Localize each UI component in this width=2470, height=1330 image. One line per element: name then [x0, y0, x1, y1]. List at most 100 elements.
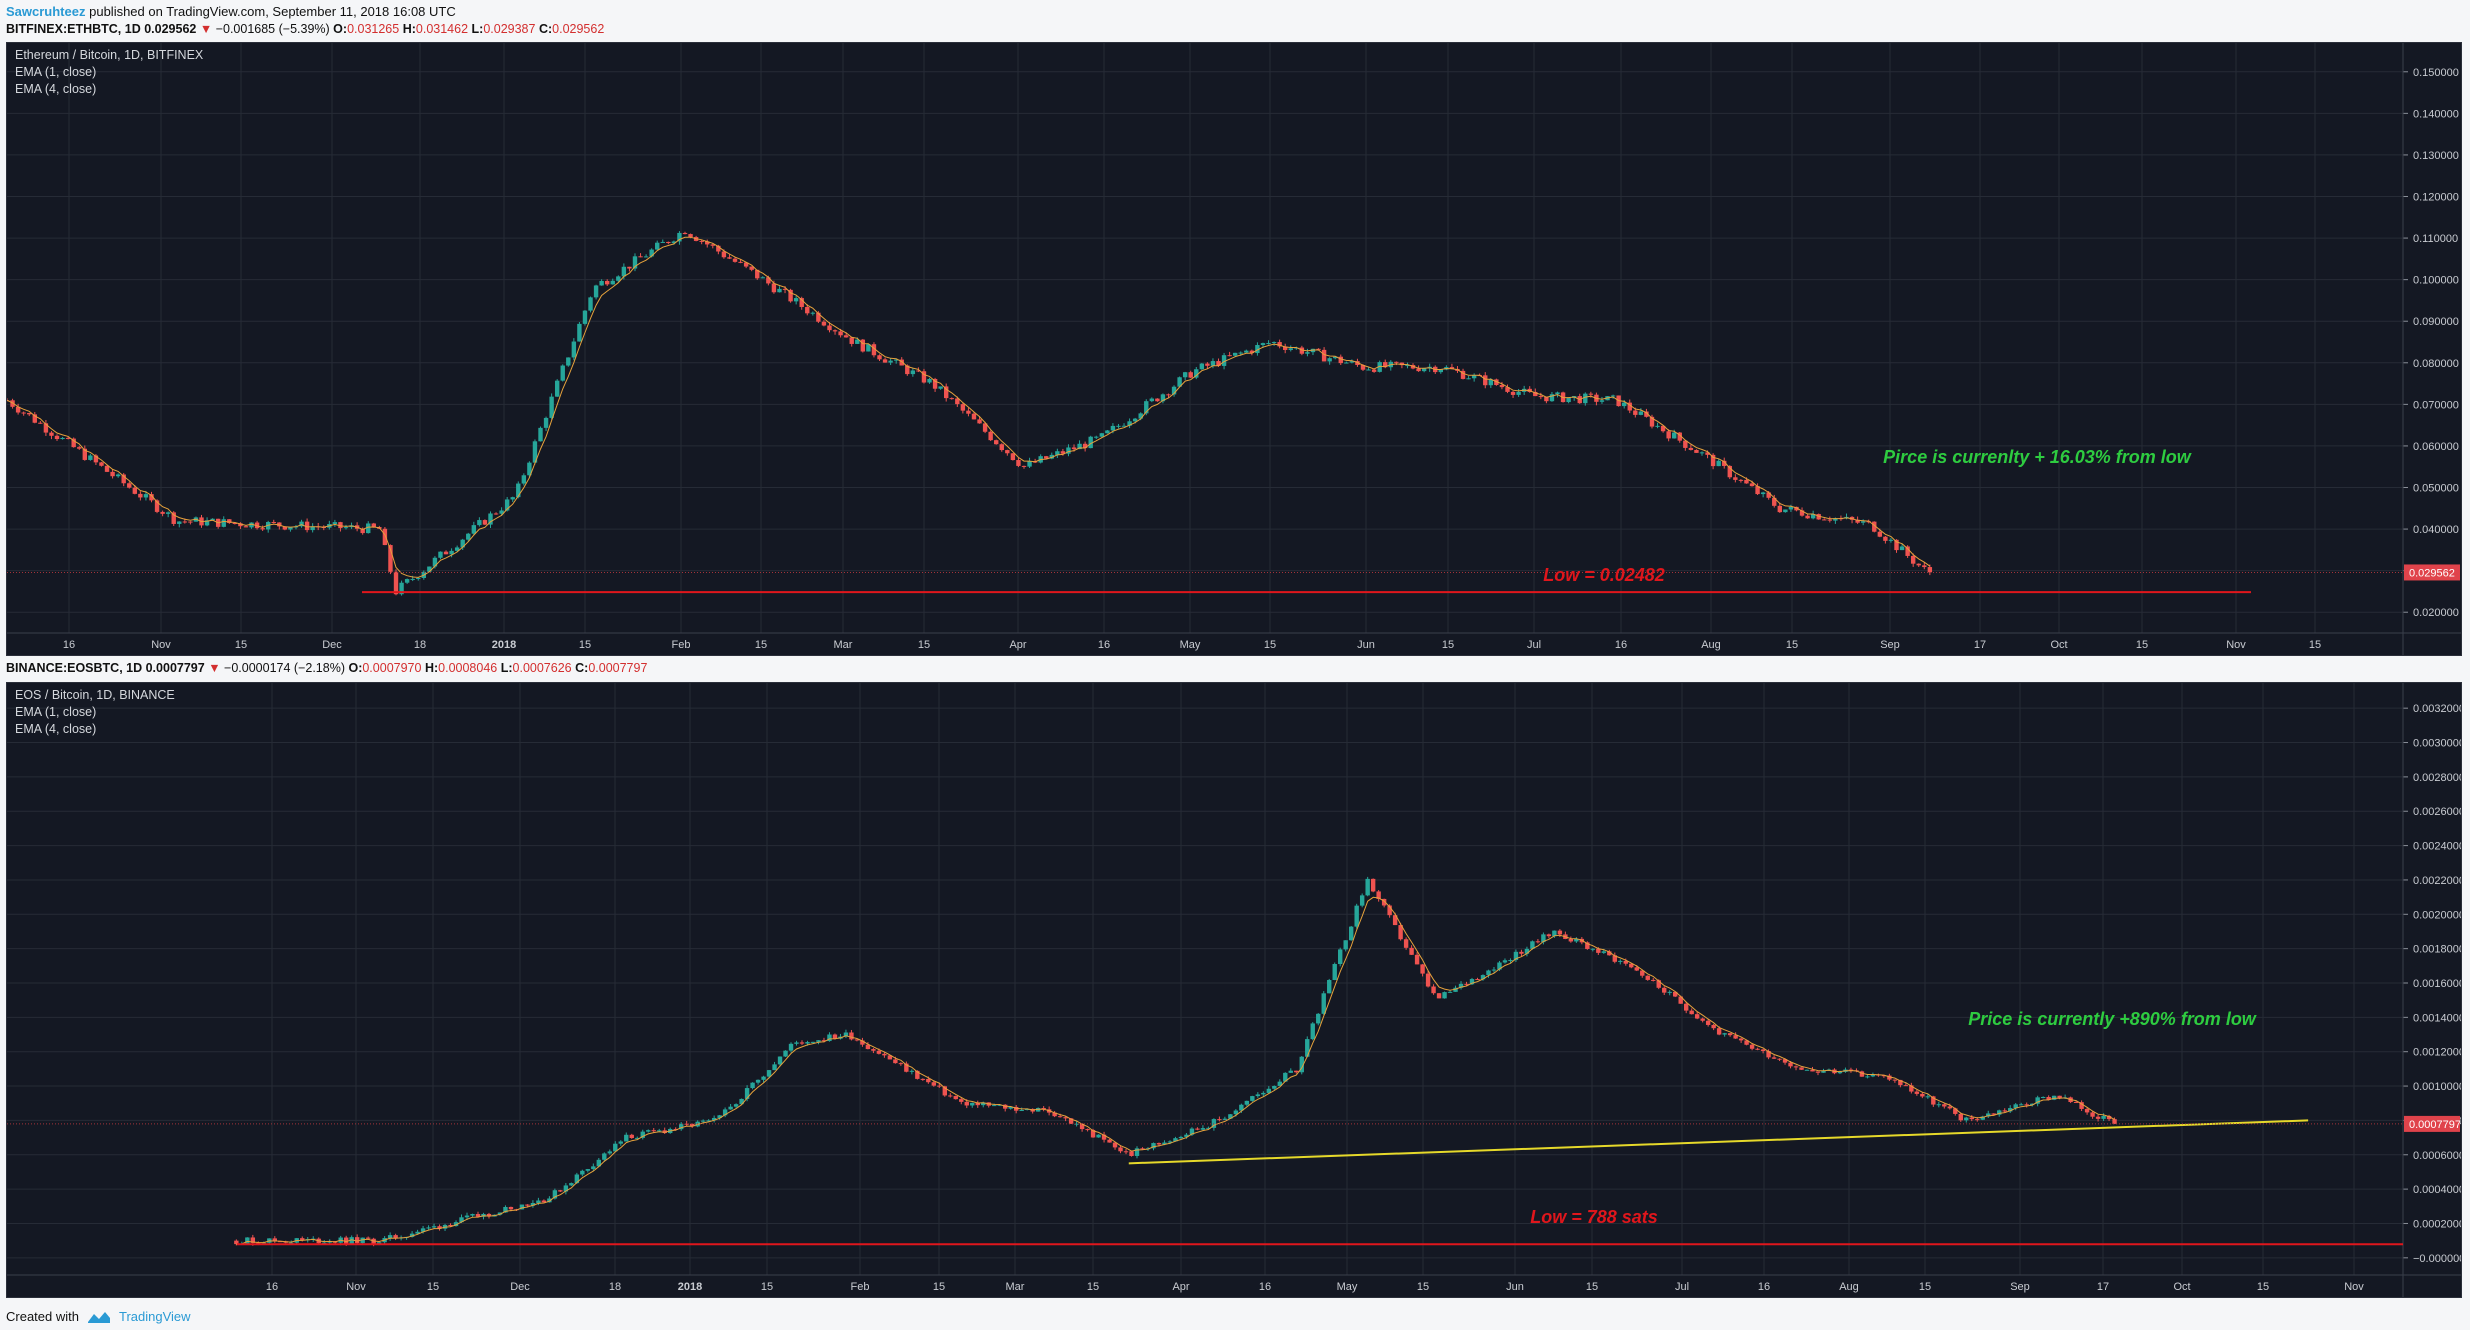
x-tick-label: Apr [1009, 639, 1026, 651]
pane1-symbol[interactable]: BITFINEX:ETHBTC, 1D [6, 22, 141, 36]
candle-body [1294, 1070, 1299, 1073]
ethbtc-chart[interactable]: 0.150000 0.140000 0.130000 0.120000 0.110000… [4, 43, 2461, 655]
candle-body [204, 520, 210, 526]
candle-body [503, 1206, 508, 1213]
pane2-symbol[interactable]: BINANCE:EOSBTC, 1D [6, 661, 143, 675]
candle-body [1793, 1066, 1799, 1068]
candle-body [538, 427, 543, 442]
candle-body [1366, 369, 1371, 371]
candle-body [1288, 1070, 1293, 1073]
candle-body [1538, 396, 1544, 398]
candle-body [761, 1076, 766, 1080]
eosbtc-chart-panel[interactable]: 0.0032000 0.0030000 0.0028000 0.0026000 0.00… [6, 682, 2470, 1298]
candle-body [493, 513, 499, 515]
y-tick-label: 0.110000 [2413, 233, 2458, 245]
candle-body [2090, 1112, 2095, 1117]
candle-body [1305, 1039, 1310, 1057]
x-tick-label: Jul [1675, 1281, 1689, 1293]
y-tick-label: 0.0006000 [2413, 1150, 2461, 1162]
candle-body [1760, 492, 1766, 495]
candle-body [1733, 477, 1738, 480]
candle-body [482, 520, 488, 525]
candle-body [616, 276, 621, 281]
candle-body [1177, 377, 1182, 387]
candle-body [549, 396, 554, 418]
eosbtc-chart[interactable]: 0.0032000 0.0030000 0.0028000 0.0026000 0.00… [7, 683, 2470, 1297]
candle-body [1101, 1134, 1107, 1140]
candle-body [1585, 942, 1590, 949]
footer: Created with TradingView [6, 1309, 191, 1324]
candle-body [999, 444, 1004, 451]
candle-body [343, 527, 349, 529]
candle-body [1618, 960, 1623, 962]
candle-body [471, 525, 477, 534]
candle-body [1387, 905, 1392, 916]
candle-body [1991, 1113, 1996, 1115]
candle-body [871, 344, 877, 356]
candle-body [1010, 453, 1016, 461]
candle-body [1848, 1069, 1854, 1071]
indicator-legend: EMA (1, close) [15, 65, 96, 79]
candle-body [717, 1115, 722, 1118]
candle-body [1925, 1096, 1931, 1098]
candle-body [1694, 1014, 1700, 1019]
candle-body [426, 1227, 431, 1229]
candle-body [721, 251, 727, 258]
candle-body [1727, 1033, 1733, 1036]
candle-body [1872, 521, 1877, 532]
ema-line [6, 236, 1931, 578]
candle-body [1019, 1110, 1024, 1112]
candle-body [1016, 460, 1021, 466]
candle-body [805, 1042, 810, 1044]
candle-body [227, 519, 232, 523]
indicator-legend: EMA (4, close) [15, 722, 96, 736]
x-tick-label: 15 [1786, 639, 1798, 651]
candle-body [431, 1226, 437, 1228]
candle-body [1738, 1038, 1744, 1041]
candle-body [1629, 963, 1634, 968]
candle-body [722, 1109, 728, 1116]
candle-body [2046, 1096, 2051, 1100]
x-tick-label: 15 [2136, 639, 2148, 651]
candle-body [1288, 348, 1293, 350]
candle-body [1612, 955, 1617, 962]
author-link[interactable]: Sawcruhteez [6, 4, 86, 19]
candle-body [1922, 565, 1927, 568]
candle-body [2057, 1095, 2062, 1099]
candle-body [977, 419, 982, 424]
candle-body [1238, 352, 1243, 354]
pane2-symbol-header: BINANCE:EOSBTC, 1D 0.0007797 ▼ −0.000017… [6, 661, 648, 675]
candle-body [393, 571, 399, 595]
candle-body [1052, 1112, 1057, 1117]
candle-body [1105, 430, 1110, 434]
candle-body [1178, 1136, 1184, 1139]
candle-body [1855, 519, 1860, 523]
candle-body [689, 1123, 695, 1127]
candle-body [486, 1213, 492, 1217]
candle-body [1261, 1092, 1266, 1095]
candle-body [1409, 947, 1414, 955]
candle-body [921, 371, 927, 383]
candle-body [949, 398, 954, 400]
candle-body [477, 520, 482, 526]
candle-body [1099, 433, 1105, 437]
candle-body [610, 280, 615, 285]
candle-body [585, 1169, 591, 1171]
indicator-legend: EMA (1, close) [15, 705, 96, 719]
candle-body [1271, 342, 1277, 344]
candle-body [2013, 1104, 2018, 1109]
candle-body [607, 1151, 612, 1154]
candle-body [1244, 350, 1249, 353]
tradingview-link[interactable]: TradingView [118, 1309, 191, 1324]
candle-body [624, 1134, 629, 1142]
candle-body [1438, 369, 1444, 373]
candle-body [1466, 378, 1471, 380]
candle-body [981, 1102, 986, 1106]
candle-body [716, 245, 721, 252]
ethbtc-chart-panel[interactable]: 0.150000 0.140000 0.130000 0.120000 0.110000… [4, 42, 2462, 656]
candle-body [1837, 1071, 1843, 1074]
candle-body [232, 522, 238, 524]
candle-body [1700, 1018, 1705, 1021]
candle-body [727, 257, 732, 259]
candle-body [1488, 379, 1494, 386]
